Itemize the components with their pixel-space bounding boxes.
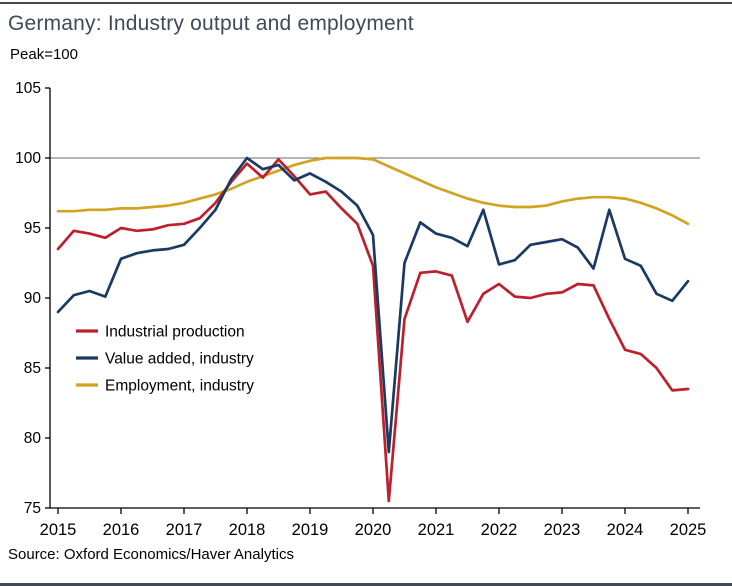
series-line-value-added-industry bbox=[56, 156, 690, 454]
x-tick-label: 2015 bbox=[40, 521, 77, 539]
x-tick-label: 2017 bbox=[166, 521, 203, 539]
legend-label: Industrial production bbox=[105, 324, 245, 341]
x-tick-label: 2024 bbox=[607, 521, 644, 539]
y-tick-label: 100 bbox=[15, 150, 41, 167]
y-tick-label: 80 bbox=[24, 430, 42, 447]
legend-label: Employment, industry bbox=[105, 378, 254, 395]
x-tick-label: 2018 bbox=[229, 521, 266, 539]
y-tick-label: 90 bbox=[24, 290, 42, 307]
source-note: Source: Oxford Economics/Haver Analytics bbox=[8, 546, 294, 563]
legend-item: Industrial production bbox=[76, 324, 245, 341]
series-line-employment-industry bbox=[56, 156, 690, 226]
x-tick-label: 2025 bbox=[670, 521, 707, 539]
legend-item: Value added, industry bbox=[76, 351, 254, 368]
y-tick-label: 85 bbox=[24, 360, 41, 377]
series-line-industrial-production bbox=[56, 158, 690, 503]
bottom-border bbox=[0, 583, 732, 586]
y-tick-label: 75 bbox=[24, 500, 41, 517]
x-tick-label: 2022 bbox=[481, 521, 518, 539]
legend-label: Value added, industry bbox=[105, 351, 254, 368]
legend-item: Employment, industry bbox=[76, 378, 254, 395]
axis-unit-label: Peak=100 bbox=[10, 46, 78, 63]
y-tick-label: 105 bbox=[15, 80, 41, 97]
chart-title: Germany: Industry output and employment bbox=[8, 12, 414, 35]
x-tick-label: 2020 bbox=[355, 521, 392, 539]
x-tick-label: 2023 bbox=[544, 521, 581, 539]
x-tick-label: 2016 bbox=[103, 521, 140, 539]
top-border bbox=[0, 2, 732, 4]
x-tick-label: 2019 bbox=[292, 521, 329, 539]
x-tick-label: 2021 bbox=[418, 521, 455, 539]
y-tick-label: 95 bbox=[24, 220, 41, 237]
